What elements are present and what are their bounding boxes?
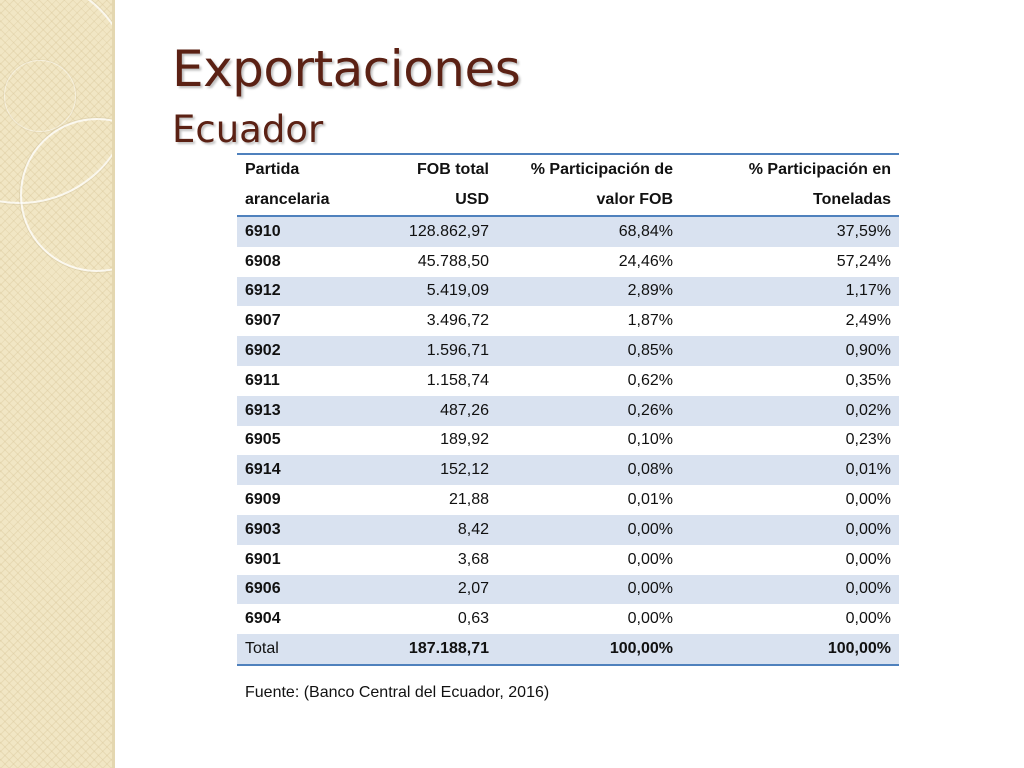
- cell-valor: 0,00%: [497, 604, 681, 635]
- cell-partida: 6909: [237, 485, 372, 515]
- cell-partida: 6914: [237, 455, 372, 486]
- slide-subtitle: Ecuador: [172, 108, 324, 151]
- cell-partida: 6911: [237, 365, 372, 396]
- total-fob: 187.188,71: [372, 634, 497, 667]
- header-cell-partida: arancelaria: [237, 185, 372, 217]
- cell-fob: 3,68: [372, 544, 497, 575]
- decorative-circle: [4, 60, 76, 132]
- cell-fob: 2,07: [372, 574, 497, 605]
- decorative-side-band: [0, 0, 112, 768]
- table-row: 6911 1.158,74 0,62% 0,35%: [237, 365, 899, 396]
- cell-partida: 6912: [237, 276, 372, 307]
- cell-valor: 1,87%: [497, 306, 681, 337]
- total-valor: 100,00%: [497, 634, 681, 667]
- cell-toneladas: 0,01%: [681, 455, 899, 486]
- cell-valor: 0,26%: [497, 395, 681, 426]
- table-row: 6909 21,88 0,01% 0,00%: [237, 485, 899, 515]
- cell-valor: 0,00%: [497, 544, 681, 575]
- cell-partida: 6904: [237, 604, 372, 635]
- cell-partida: 6905: [237, 425, 372, 456]
- cell-valor: 0,01%: [497, 485, 681, 515]
- cell-valor: 0,00%: [497, 574, 681, 605]
- cell-toneladas: 2,49%: [681, 306, 899, 337]
- exports-table: Partida FOB total % Participación de % P…: [237, 153, 899, 667]
- table-row: 6902 1.596,71 0,85% 0,90%: [237, 336, 899, 366]
- cell-valor: 0,62%: [497, 365, 681, 396]
- table-row: 6901 3,68 0,00% 0,00%: [237, 544, 899, 575]
- cell-valor: 0,85%: [497, 336, 681, 366]
- header-cell-toneladas: % Participación en: [681, 153, 899, 185]
- cell-fob: 487,26: [372, 395, 497, 426]
- cell-valor: 0,08%: [497, 455, 681, 486]
- cell-toneladas: 0,00%: [681, 514, 899, 545]
- cell-toneladas: 0,23%: [681, 425, 899, 456]
- header-cell-fob: USD: [372, 185, 497, 217]
- cell-partida: 6907: [237, 306, 372, 337]
- cell-fob: 5.419,09: [372, 276, 497, 307]
- header-row: Partida FOB total % Participación de % P…: [237, 153, 899, 185]
- header-cell-fob: FOB total: [372, 153, 497, 185]
- cell-fob: 1.596,71: [372, 336, 497, 366]
- table-row: 6914 152,12 0,08% 0,01%: [237, 455, 899, 486]
- cell-toneladas: 0,90%: [681, 336, 899, 366]
- cell-fob: 8,42: [372, 514, 497, 545]
- table-header: Partida FOB total % Participación de % P…: [237, 153, 899, 217]
- header-row: arancelaria USD valor FOB Toneladas: [237, 185, 899, 217]
- table-row: 6912 5.419,09 2,89% 1,17%: [237, 276, 899, 307]
- header-cell-partida: Partida: [237, 153, 372, 185]
- cell-partida: 6901: [237, 544, 372, 575]
- cell-valor: 24,46%: [497, 246, 681, 277]
- table-row: 6910 128.862,97 68,84% 37,59%: [237, 216, 899, 247]
- cell-fob: 128.862,97: [372, 216, 497, 247]
- cell-toneladas: 0,35%: [681, 365, 899, 396]
- cell-toneladas: 0,00%: [681, 485, 899, 515]
- header-cell-toneladas: Toneladas: [681, 185, 899, 217]
- slide-title: Exportaciones: [172, 40, 521, 98]
- source-note: Fuente: (Banco Central del Ecuador, 2016…: [245, 684, 550, 701]
- table-row: 6913 487,26 0,26% 0,02%: [237, 395, 899, 426]
- total-toneladas: 100,00%: [681, 634, 899, 667]
- cell-valor: 68,84%: [497, 216, 681, 247]
- header-cell-valor: valor FOB: [497, 185, 681, 217]
- cell-valor: 0,00%: [497, 514, 681, 545]
- table-body: 6910 128.862,97 68,84% 37,59% 6908 45.788,50 2…: [237, 216, 899, 635]
- side-band-edge: [112, 0, 115, 768]
- cell-toneladas: 0,00%: [681, 604, 899, 635]
- table-row: 6905 189,92 0,10% 0,23%: [237, 425, 899, 456]
- table-row: 6906 2,07 0,00% 0,00%: [237, 574, 899, 605]
- cell-fob: 1.158,74: [372, 365, 497, 396]
- cell-toneladas: 37,59%: [681, 216, 899, 247]
- cell-fob: 0,63: [372, 604, 497, 635]
- total-label: Total: [237, 634, 372, 667]
- cell-toneladas: 1,17%: [681, 276, 899, 307]
- cell-partida: 6908: [237, 246, 372, 277]
- cell-toneladas: 0,00%: [681, 574, 899, 605]
- table-row: 6908 45.788,50 24,46% 57,24%: [237, 246, 899, 277]
- total-row: Total 187.188,71 100,00% 100,00%: [237, 634, 899, 667]
- header-cell-valor: % Participación de: [497, 153, 681, 185]
- cell-valor: 2,89%: [497, 276, 681, 307]
- cell-toneladas: 0,00%: [681, 544, 899, 575]
- cell-toneladas: 57,24%: [681, 246, 899, 277]
- cell-fob: 45.788,50: [372, 246, 497, 277]
- cell-fob: 189,92: [372, 425, 497, 456]
- cell-fob: 152,12: [372, 455, 497, 486]
- cell-fob: 21,88: [372, 485, 497, 515]
- cell-partida: 6902: [237, 336, 372, 366]
- cell-fob: 3.496,72: [372, 306, 497, 337]
- cell-partida: 6903: [237, 514, 372, 545]
- table-row: 6904 0,63 0,00% 0,00%: [237, 604, 899, 635]
- cell-partida: 6906: [237, 574, 372, 605]
- cell-valor: 0,10%: [497, 425, 681, 456]
- cell-toneladas: 0,02%: [681, 395, 899, 426]
- table-footer: Total 187.188,71 100,00% 100,00%: [237, 634, 899, 667]
- table-row: 6903 8,42 0,00% 0,00%: [237, 514, 899, 545]
- cell-partida: 6913: [237, 395, 372, 426]
- table-row: 6907 3.496,72 1,87% 2,49%: [237, 306, 899, 337]
- cell-partida: 6910: [237, 216, 372, 247]
